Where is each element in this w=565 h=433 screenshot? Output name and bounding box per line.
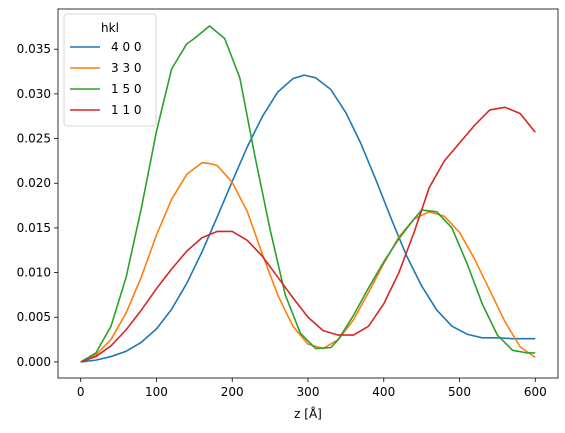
legend-label: 1 5 0 [111, 82, 142, 96]
x-tick-label: 200 [221, 385, 244, 399]
y-tick-label: 0.030 [17, 87, 51, 101]
y-tick-label: 0.035 [17, 42, 51, 56]
y-tick-label: 0.005 [17, 310, 51, 324]
x-tick-label: 0 [77, 385, 85, 399]
legend-label: 3 3 0 [111, 61, 142, 75]
legend-box [63, 13, 157, 127]
x-tick-label: 400 [372, 385, 395, 399]
y-tick-label: 0.015 [17, 221, 51, 235]
x-tick-label: 500 [448, 385, 471, 399]
x-axis-label: z [Å] [294, 406, 322, 421]
series-line-2 [80, 161, 536, 363]
y-tick-label: 0.010 [17, 266, 51, 280]
series-line-3 [80, 25, 536, 363]
x-tick-label: 100 [145, 385, 168, 399]
legend: hkl 4 0 0 3 3 0 1 5 0 1 1 0 [63, 13, 157, 127]
x-axis: 0 100 200 300 400 500 600 [77, 378, 547, 399]
y-axis: 0.000 0.005 0.010 0.015 0.020 0.025 0.030 0.035 [17, 42, 58, 369]
legend-title: hkl [101, 21, 119, 35]
x-tick-label: 600 [524, 385, 547, 399]
y-tick-label: 0.000 [17, 355, 51, 369]
y-tick-label: 0.025 [17, 132, 51, 146]
x-tick-label: 300 [297, 385, 320, 399]
plot-lines [80, 25, 536, 363]
y-tick-label: 0.020 [17, 176, 51, 190]
legend-entries: 4 0 0 3 3 0 1 5 0 1 1 0 [70, 40, 142, 117]
series-line-4 [80, 106, 536, 363]
legend-label: 1 1 0 [111, 103, 142, 117]
legend-label: 4 0 0 [111, 40, 142, 54]
series-line-1 [80, 74, 536, 363]
